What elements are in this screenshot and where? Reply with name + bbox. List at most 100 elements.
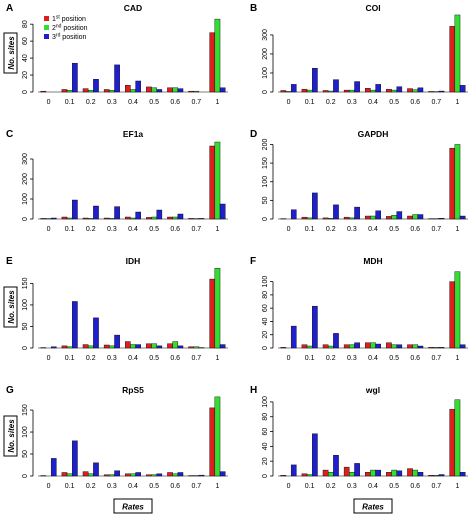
bar-2-0.7 — [433, 347, 440, 349]
y-axis-title: No. sites — [3, 415, 18, 457]
bar-3-0.4 — [135, 344, 142, 349]
x-tick-label: 0.6 — [170, 355, 180, 362]
x-tick-label: 0.1 — [305, 226, 315, 233]
x-tick-label: 1 — [215, 355, 219, 362]
x-tick-label: 0.7 — [191, 99, 201, 106]
bar-1-0.5 — [386, 472, 392, 477]
bar-2-1 — [214, 268, 221, 349]
svg-text:Rates: Rates — [122, 503, 144, 512]
panel-title: COI — [365, 3, 380, 13]
bar-1-1 — [209, 32, 216, 93]
bar-1-0.1 — [61, 216, 68, 220]
x-tick-label: 0.7 — [191, 355, 201, 362]
bar-2-1 — [454, 399, 461, 477]
y-tick-label: 200 — [262, 48, 269, 60]
panel-letter: C — [6, 129, 13, 140]
x-tick-label: 1 — [455, 99, 459, 106]
bar-1-0.6 — [167, 216, 173, 220]
bar-2-0.2 — [87, 473, 94, 477]
bar-3-0.6 — [177, 213, 184, 220]
bar-2-0.4 — [130, 217, 136, 220]
bar-2-0.6 — [412, 89, 419, 93]
bar-2-0.4 — [370, 89, 376, 93]
bar-2-0.6 — [172, 341, 179, 349]
bar-3-0.5 — [156, 345, 163, 349]
bar-3-1 — [219, 203, 226, 220]
svg-text:No. sites: No. sites — [7, 290, 16, 324]
y-tick-label: 60 — [262, 304, 269, 312]
x-tick-label: 0.2 — [86, 226, 96, 233]
bar-3-0.2 — [93, 79, 99, 93]
bar-1-0.2 — [322, 469, 329, 477]
y-tick-label: 50 — [262, 196, 269, 204]
x-tick-label: 0 — [287, 355, 291, 362]
bar-2-0.4 — [370, 469, 376, 477]
panel-letter: F — [250, 256, 256, 267]
bar-1-0.1 — [61, 89, 68, 93]
y-tick-label: 40 — [262, 442, 269, 450]
bar-3-0.7 — [198, 218, 205, 220]
bar-3-0.6 — [417, 345, 424, 349]
bar-3-0.7 — [438, 474, 445, 477]
bar-1-0 — [40, 218, 47, 220]
bar-2-0.5 — [391, 89, 397, 93]
y-tick-label: 100 — [262, 176, 269, 188]
bar-1-0.1 — [61, 345, 68, 349]
y-tick-label: 0 — [262, 217, 269, 221]
bar-1-1 — [449, 26, 456, 93]
bar-3-0.6 — [177, 345, 184, 349]
panel-title: GAPDH — [358, 129, 389, 139]
bar-2-0.3 — [109, 345, 115, 349]
bar-2-0.4 — [370, 215, 376, 220]
panel-d: D GAPDH 0 50 100 150 200 0 0.1 0.2 0.3 0.4 0.5 0.6 0.7… — [250, 129, 468, 233]
bar-1-0.7 — [428, 475, 434, 477]
bar-2-1 — [454, 14, 461, 93]
bar-3-0.4 — [135, 80, 142, 93]
bar-1-0.6 — [167, 343, 173, 349]
bar-3-0.6 — [177, 88, 184, 93]
bar-2-0.3 — [349, 344, 355, 349]
bar-1-0 — [40, 90, 47, 93]
bar-3-0.3 — [114, 64, 120, 93]
bar-2-0.5 — [391, 344, 397, 349]
bar-1-0.3 — [343, 466, 350, 477]
y-tick-label: 40 — [262, 317, 269, 325]
bar-2-0.1 — [306, 217, 313, 220]
bar-3-0.2 — [333, 204, 339, 220]
bar-2-0.2 — [87, 345, 94, 349]
bar-1-0.2 — [322, 217, 329, 220]
bar-2-0.6 — [412, 214, 419, 220]
bar-2-0.1 — [66, 473, 73, 477]
bar-3-0.2 — [333, 455, 339, 477]
x-tick-label: 0.6 — [410, 99, 420, 106]
bar-3-0 — [50, 217, 57, 220]
y-tick-label: 0 — [22, 90, 29, 94]
bar-2-0.6 — [172, 216, 179, 220]
bar-1-0.7 — [428, 347, 434, 349]
svg-text:No. sites: No. sites — [7, 419, 16, 453]
bar-1-0.6 — [407, 344, 413, 349]
bar-1-0.1 — [301, 473, 308, 477]
bar-2-0.5 — [151, 343, 157, 349]
bar-1-1 — [209, 278, 216, 349]
bar-2-0.5 — [391, 215, 397, 220]
bar-1-0.4 — [124, 216, 131, 220]
bar-3-0 — [290, 84, 297, 93]
bar-1-0.3 — [343, 89, 350, 93]
x-tick-label: 0.6 — [410, 226, 420, 233]
y-tick-label: 0 — [22, 217, 29, 221]
x-tick-label: 0.2 — [326, 99, 336, 106]
x-tick-label: 0.4 — [368, 355, 378, 362]
x-tick-label: 0.6 — [170, 226, 180, 233]
x-tick-label: 0.6 — [170, 99, 180, 106]
bar-3-0.3 — [114, 206, 120, 220]
bar-2-0.6 — [172, 473, 179, 477]
x-tick-label: 0 — [287, 226, 291, 233]
y-tick-label: 50 — [22, 450, 29, 458]
bar-3-0.1 — [72, 440, 78, 477]
y-tick-label: 100 — [262, 396, 269, 408]
panel-g: G RpS5 0 50 100 150 0 0.1 0.2 0.3 0.4 0.5 0.6 0.7 1 — [6, 385, 228, 490]
bar-1-0.4 — [124, 85, 131, 93]
bar-1-0 — [280, 90, 287, 93]
y-tick-label: 20 — [262, 457, 269, 465]
